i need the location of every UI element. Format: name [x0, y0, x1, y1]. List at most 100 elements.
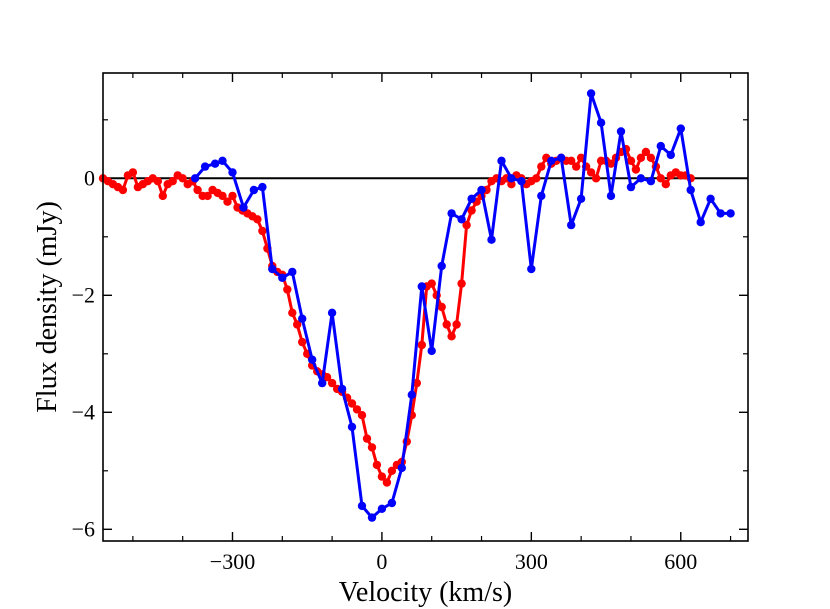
data-point-blue: [686, 185, 695, 195]
data-point-red: [532, 174, 541, 183]
data-point-red: [352, 405, 362, 414]
data-point-red: [258, 226, 267, 236]
data-point-red: [128, 168, 138, 177]
data-point-red: [452, 320, 461, 329]
data-point-red: [178, 174, 187, 183]
data-point-red: [193, 185, 202, 195]
data-point-red: [347, 399, 357, 408]
x-axis-label: Velocity (km/s): [339, 577, 512, 608]
data-point-red: [427, 279, 436, 288]
data-point-blue: [239, 203, 248, 212]
data-point-red: [153, 177, 162, 186]
x-tick-label: 300: [515, 549, 548, 574]
data-point-red: [442, 320, 451, 329]
data-point-blue: [387, 498, 397, 508]
data-point-red: [387, 466, 397, 475]
data-point-blue: [337, 384, 347, 394]
data-point-blue: [417, 282, 426, 291]
data-point-red: [661, 180, 670, 189]
data-point-red: [357, 411, 367, 420]
data-point-blue: [547, 156, 556, 165]
data-point-blue: [278, 273, 287, 282]
data-point-blue: [517, 177, 526, 186]
data-point-red: [382, 478, 392, 487]
data-point-blue: [507, 174, 516, 183]
data-point-red: [288, 308, 297, 317]
data-point-red: [168, 177, 177, 186]
data-point-blue: [527, 264, 536, 274]
data-point-red: [591, 174, 601, 183]
data-point-red: [572, 162, 581, 171]
data-point-red: [223, 197, 232, 206]
data-point-red: [228, 191, 237, 201]
data-point-red: [293, 320, 302, 329]
data-point-blue: [210, 159, 220, 168]
data-point-red: [327, 378, 337, 388]
data-point-blue: [626, 182, 636, 192]
data-point-blue: [397, 463, 406, 473]
data-point-red: [417, 340, 426, 350]
data-point-blue: [497, 156, 506, 165]
series-red: [98, 144, 695, 487]
data-point-blue: [696, 218, 705, 227]
data-point-blue: [537, 191, 546, 201]
data-point-red: [656, 174, 665, 183]
data-point-red: [641, 147, 651, 157]
data-point-red: [118, 185, 128, 195]
data-point-blue: [298, 314, 307, 323]
data-point-blue: [596, 118, 606, 127]
data-point-blue: [200, 162, 210, 171]
data-point-red: [586, 168, 596, 177]
data-point-red: [626, 156, 636, 165]
data-point-red: [412, 378, 421, 388]
data-point-blue: [726, 209, 735, 218]
data-point-blue: [258, 182, 267, 192]
data-point-blue: [467, 194, 476, 203]
data-point-blue: [367, 513, 377, 522]
data-point-blue: [477, 185, 486, 195]
tick-labels-layer: −300 0 300 600 −6 −4 −2 0: [72, 165, 698, 574]
data-point-blue: [567, 220, 576, 230]
data-point-blue: [347, 422, 357, 432]
series-line-red: [102, 147, 692, 484]
series-layer: [98, 89, 735, 522]
data-point-blue: [377, 504, 387, 513]
y-tick-label: −6: [72, 516, 95, 541]
data-point-red: [606, 159, 616, 168]
data-point-blue: [646, 177, 656, 186]
data-point-blue: [666, 150, 675, 160]
data-point-red: [203, 191, 212, 201]
data-point-red: [158, 191, 167, 201]
data-point-red: [362, 434, 372, 443]
x-tick-label: 0: [376, 549, 387, 574]
data-point-red: [576, 153, 586, 162]
data-point-blue: [288, 267, 297, 277]
data-point-blue: [716, 209, 725, 218]
data-point-red: [218, 191, 227, 201]
data-point-blue: [447, 209, 456, 218]
data-point-blue: [228, 168, 237, 177]
data-point-blue: [487, 235, 496, 244]
x-tick-label: −300: [210, 549, 255, 574]
data-point-blue: [706, 194, 715, 203]
data-point-blue: [327, 308, 337, 317]
data-point-blue: [190, 174, 200, 183]
x-tick-label: 600: [664, 549, 697, 574]
data-point-blue: [357, 501, 367, 511]
data-point-blue: [606, 191, 616, 201]
data-point-red: [437, 302, 446, 312]
data-point-red: [646, 153, 656, 162]
data-point-red: [283, 285, 292, 294]
data-point-blue: [656, 141, 665, 151]
plot-frame: [102, 72, 749, 542]
data-point-blue: [249, 185, 259, 195]
data-point-blue: [586, 89, 596, 98]
data-point-red: [377, 472, 387, 481]
data-point-red: [367, 443, 377, 452]
data-point-red: [322, 373, 332, 382]
data-point-blue: [407, 390, 416, 399]
data-point-red: [467, 206, 476, 215]
data-point-red: [253, 215, 262, 224]
data-point-blue: [427, 346, 436, 356]
data-point-red: [567, 156, 576, 165]
